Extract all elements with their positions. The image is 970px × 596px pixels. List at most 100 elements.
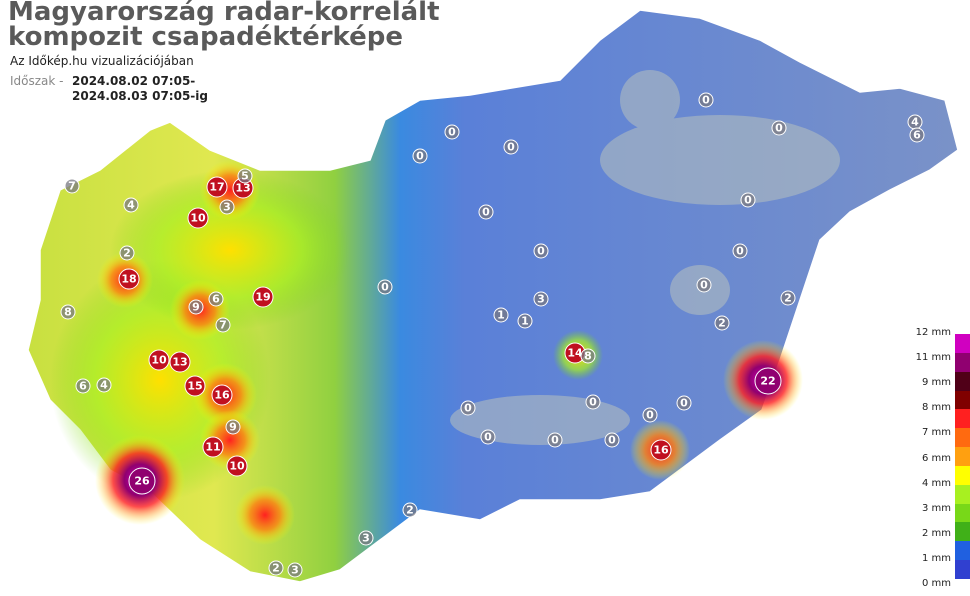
legend-swatch [955,371,970,392]
title-line-1: Magyarország radar-korrelált [8,0,440,27]
station-marker: 6 [909,127,925,143]
period-label: Időszak - [10,74,64,88]
station-marker: 0 [480,429,496,445]
station-marker: 0 [503,139,519,155]
station-value: 7 [219,319,227,332]
station-value: 17 [209,181,224,194]
station-value: 0 [744,194,752,207]
station-marker: 18 [118,268,140,290]
legend-swatch [955,409,970,429]
station-value: 0 [589,396,597,409]
station-value: 14 [567,347,583,360]
station-value: 8 [584,350,592,363]
station-value: 6 [913,129,921,142]
station-marker: 9 [188,299,204,315]
station-value: 9 [192,301,200,314]
station-marker: 1 [493,307,509,323]
station-value: 4 [127,199,135,212]
station-marker: 0 [696,277,712,293]
station-marker: 0 [642,407,658,423]
station-value: 5 [241,170,249,183]
station-value: 6 [79,380,87,393]
legend-swatch [955,484,970,505]
station-marker: 26 [128,467,156,495]
station-marker: 0 [460,400,476,416]
station-marker: 0 [604,432,620,448]
station-value: 0 [646,409,654,422]
station-value: 0 [464,402,472,415]
station-marker: 4 [907,114,923,130]
station-marker: 7 [64,178,80,194]
period-to: 2024.08.03 07:05-ig [72,89,208,103]
station-value: 0 [484,431,492,444]
station-marker: 13 [169,351,191,373]
station-value: 3 [223,201,231,214]
legend-label: 6 mm [921,452,951,464]
station-marker: 2 [268,560,284,576]
station-marker: 2 [780,290,796,306]
station-marker: 10 [148,349,170,371]
station-value: 10 [229,460,245,473]
station-marker: 0 [377,279,393,295]
station-value: 0 [700,279,708,292]
station-value: 13 [235,182,250,195]
station-value: 0 [775,122,783,135]
station-value: 0 [537,245,545,258]
legend-swatch [955,352,970,373]
station-marker: 0 [698,92,714,108]
map-title: Magyarország radar-korrelált kompozit csa… [8,0,440,50]
station-marker: 16 [650,439,672,461]
station-marker: 22 [754,367,782,395]
station-value: 0 [680,397,688,410]
legend-label: 11 mm [915,352,951,364]
station-marker: 5 [237,168,253,184]
station-value: 13 [172,356,187,369]
station-value: 0 [702,94,710,107]
legend-swatch [955,522,970,542]
legend-label: 9 mm [921,377,951,389]
station-value: 22 [760,375,775,388]
station-marker: 17 [206,176,228,198]
station-value: 10 [151,354,167,367]
station-marker: 15 [184,375,206,397]
legend-swatch [955,503,970,523]
legend-swatch [955,428,970,448]
station-marker: 8 [60,304,76,320]
legend-swatch [955,465,970,486]
station-value: 6 [212,293,220,306]
station-marker: 10 [187,207,209,229]
station-value: 0 [551,434,559,447]
legend-label: 2 mm [921,527,951,539]
station-value: 19 [255,291,270,304]
station-marker: 1 [517,313,533,329]
station-value: 8 [64,306,72,319]
legend-swatch [955,447,970,467]
legend-swatch [955,541,970,561]
station-value: 0 [482,206,490,219]
station-marker: 3 [287,562,303,578]
period-value: 2024.08.02 07:05- 2024.08.03 07:05-ig [72,74,208,104]
station-marker: 13 [232,177,254,199]
legend-label: 1 mm [921,552,951,564]
station-marker: 8 [580,348,596,364]
station-value: 0 [608,434,616,447]
legend-swatch [955,560,970,580]
legend-label: 12 mm [915,327,951,338]
station-value: 1 [497,309,505,322]
station-marker: 0 [533,243,549,259]
legend-label: 0 mm [921,578,951,589]
station-value: 0 [448,126,456,139]
station-value: 10 [190,212,206,225]
station-marker: 4 [96,377,112,393]
station-marker: 6 [75,378,91,394]
station-value: 11 [205,441,220,454]
station-marker: 11 [202,436,224,458]
station-value: 0 [736,245,744,258]
station-value: 0 [507,141,515,154]
station-value: 16 [653,444,669,457]
station-value: 2 [784,292,792,305]
legend-swatch [955,390,970,410]
station-value: 3 [362,532,370,545]
